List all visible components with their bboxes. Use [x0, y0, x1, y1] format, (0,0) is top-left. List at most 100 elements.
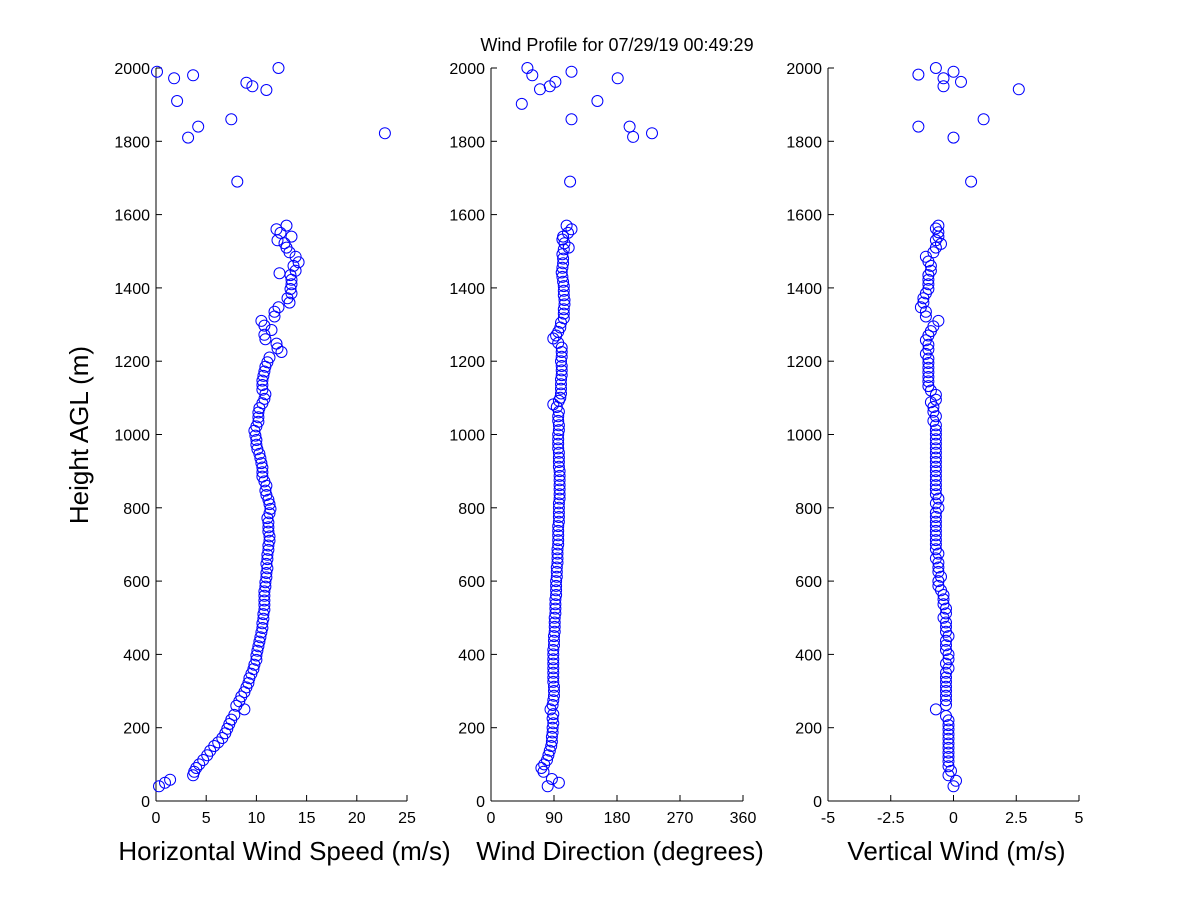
- data-point: [285, 287, 298, 300]
- y-tick-label: 1200: [114, 354, 150, 371]
- y-tick-label: 400: [123, 647, 150, 664]
- data-point: [937, 72, 950, 85]
- data-point: [285, 230, 298, 243]
- data-point: [547, 694, 560, 707]
- data-point: [547, 662, 560, 675]
- data-point: [280, 219, 293, 232]
- data-point: [942, 737, 955, 750]
- data-point: [553, 479, 566, 492]
- data-point: [547, 671, 560, 684]
- data-point: [258, 585, 271, 598]
- x-tick-label: 25: [398, 810, 416, 827]
- data-point: [940, 680, 952, 693]
- data-point: [912, 120, 925, 133]
- data-point: [557, 257, 570, 270]
- data-point: [555, 350, 568, 363]
- data-point: [252, 640, 265, 653]
- x-tick-label: 15: [298, 810, 316, 827]
- data-point: [929, 234, 942, 247]
- data-point: [258, 589, 271, 602]
- data-point: [552, 520, 565, 533]
- data-point: [553, 469, 566, 482]
- data-point: [547, 653, 560, 666]
- data-point: [940, 644, 952, 656]
- data-point: [932, 561, 945, 574]
- data-point: [546, 712, 559, 725]
- data-point: [263, 498, 276, 511]
- x-tick-label: 180: [604, 810, 631, 827]
- data-point: [543, 744, 556, 757]
- y-tick-label: 1000: [449, 428, 485, 445]
- panel-direction: 0 200 400 600 800 1000 1200 1400 1600 1800 2000 0 90…: [449, 61, 763, 866]
- data-point: [922, 366, 935, 379]
- data-point: [247, 663, 260, 676]
- data-point: [208, 740, 221, 752]
- x-tick-label: 5: [202, 810, 211, 827]
- y-tick-label: 800: [458, 501, 485, 518]
- data-point: [929, 483, 942, 496]
- data-point: [929, 460, 942, 473]
- data-point: [550, 329, 563, 342]
- data-point: [922, 343, 935, 356]
- data-point: [552, 442, 565, 455]
- data-point: [548, 689, 560, 702]
- data-point: [545, 740, 558, 752]
- data-point: [164, 773, 177, 786]
- data-point: [542, 749, 555, 762]
- data-point: [552, 456, 565, 468]
- data-point: [929, 437, 942, 450]
- x-tick-label: -5: [821, 810, 835, 827]
- y-tick-label: 1800: [786, 134, 822, 151]
- data-point: [557, 280, 570, 293]
- x-tick-label: 0: [487, 810, 496, 827]
- data-point: [548, 634, 560, 647]
- data-point: [263, 534, 276, 547]
- data-point: [251, 443, 264, 456]
- data-point: [552, 414, 565, 427]
- data-point: [929, 465, 942, 478]
- data-point: [940, 694, 952, 707]
- data-point: [551, 547, 564, 560]
- data-point: [558, 298, 571, 311]
- data-point: [929, 446, 942, 459]
- data-point: [940, 620, 952, 633]
- data-point: [922, 273, 935, 286]
- y-tick-label: 600: [795, 574, 822, 591]
- data-point: [270, 337, 283, 350]
- data-point: [940, 675, 952, 688]
- data-point: [942, 723, 955, 736]
- data-point: [168, 72, 181, 85]
- data-point: [942, 653, 955, 666]
- data-point: [212, 736, 225, 749]
- data-point: [258, 598, 271, 611]
- y-axis-label: Height AGL (m): [64, 346, 94, 524]
- data-point: [240, 76, 253, 89]
- data-point: [929, 451, 942, 464]
- data-point: [551, 552, 564, 565]
- data-point: [555, 378, 567, 391]
- data-point: [922, 380, 935, 393]
- data-point: [940, 689, 952, 702]
- data-point: [557, 275, 570, 288]
- data-point: [924, 264, 937, 277]
- data-point: [555, 266, 568, 279]
- y-tick-label: 0: [476, 794, 485, 811]
- data-point: [552, 534, 565, 547]
- data-point: [922, 278, 935, 291]
- data-point: [260, 557, 273, 570]
- data-point: [547, 644, 560, 656]
- data-point: [929, 393, 942, 406]
- data-point: [231, 175, 244, 188]
- data-point: [545, 773, 558, 785]
- data-point: [942, 746, 955, 759]
- data-point: [929, 703, 942, 716]
- data-point: [558, 294, 571, 306]
- y-tick-label: 200: [123, 721, 150, 738]
- data-point: [521, 62, 534, 74]
- data-point: [257, 608, 270, 621]
- data-point: [940, 625, 952, 638]
- data-point: [929, 456, 942, 468]
- y-tick-label: 2000: [114, 61, 150, 78]
- data-point: [258, 365, 271, 378]
